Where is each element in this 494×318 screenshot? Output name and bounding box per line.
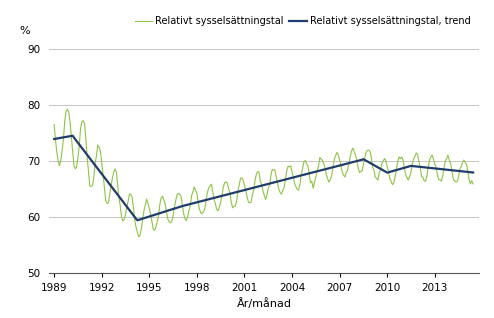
Relativt sysselsättningstal, trend (338, 163, 344, 167)
Relativt sysselsättningstal (85, 170, 91, 174)
Relativt sysselsättningstal, trend (70, 134, 76, 138)
Relativt sysselsättningstal, trend (260, 183, 266, 187)
Relativt sysselsättningstal, trend (470, 170, 476, 174)
Text: %: % (19, 26, 30, 36)
Relativt sysselsättningstal (51, 123, 57, 127)
Relativt sysselsättningstal, trend (51, 137, 57, 141)
Relativt sysselsättningstal, trend (166, 208, 172, 212)
Relativt sysselsättningstal (64, 107, 70, 111)
Relativt sysselsättningstal, trend (362, 158, 368, 162)
Relativt sysselsättningstal (362, 156, 368, 160)
Relativt sysselsättningstal (338, 163, 344, 167)
Line: Relativt sysselsättningstal, trend: Relativt sysselsättningstal, trend (54, 136, 473, 220)
Relativt sysselsättningstal (136, 235, 142, 239)
Relativt sysselsättningstal (166, 220, 172, 224)
Relativt sysselsättningstal, trend (326, 166, 332, 170)
Relativt sysselsättningstal (326, 180, 332, 184)
X-axis label: År/månad: År/månad (237, 298, 292, 309)
Line: Relativt sysselsättningstal: Relativt sysselsättningstal (54, 109, 473, 237)
Relativt sysselsättningstal (470, 182, 476, 186)
Legend: Relativt sysselsättningstal, Relativt sysselsättningstal, trend: Relativt sysselsättningstal, Relativt sy… (130, 12, 474, 30)
Relativt sysselsättningstal, trend (85, 155, 91, 158)
Relativt sysselsättningstal, trend (134, 218, 140, 222)
Relativt sysselsättningstal (260, 189, 266, 192)
